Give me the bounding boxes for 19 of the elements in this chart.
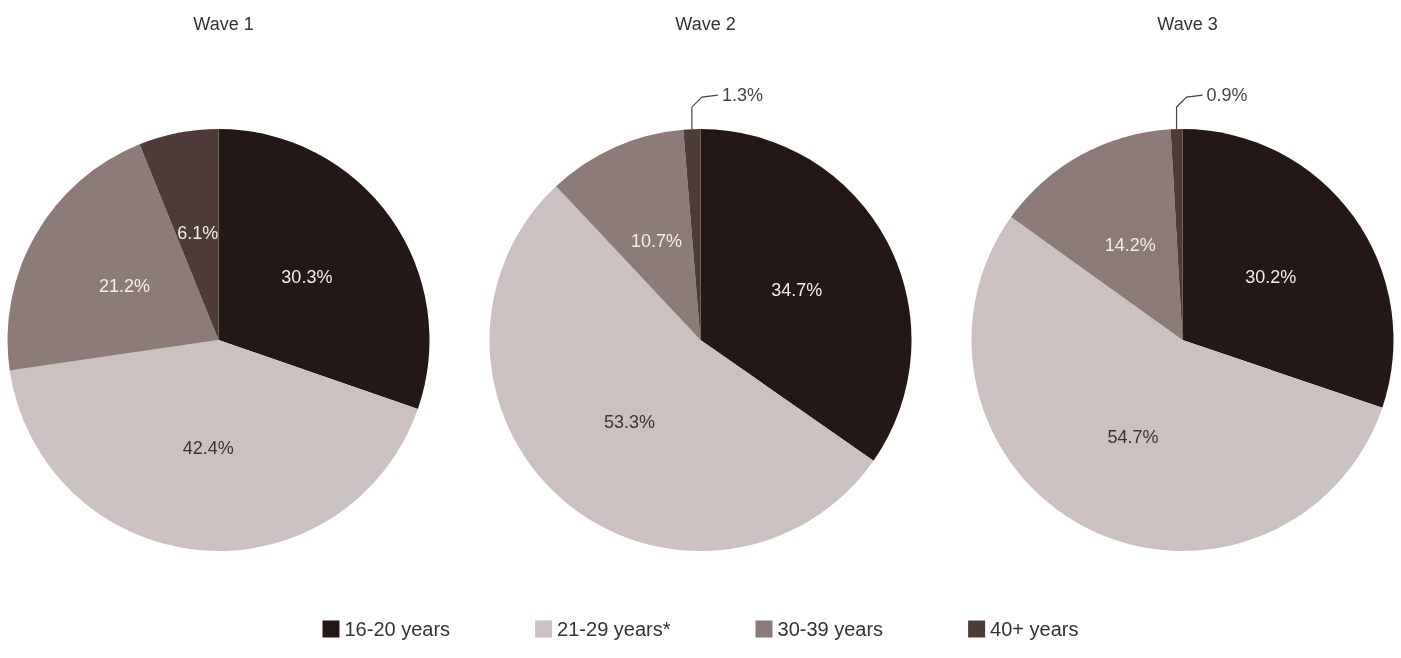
legend-label: 16-20 years [344, 618, 451, 640]
data-label: 10.7% [630, 230, 682, 251]
chart-title: Wave 2 [675, 14, 736, 34]
legend-label: 40+ years [990, 618, 1079, 640]
data-label: 34.7% [771, 279, 823, 300]
data-label: 53.3% [603, 412, 656, 433]
legend-label: 21-29 years* [557, 618, 671, 640]
chart-title: Wave 3 [1157, 14, 1218, 34]
data-label: 30.3% [281, 267, 333, 288]
data-label: 14.2% [1104, 234, 1156, 255]
data-label: 54.7% [1107, 426, 1159, 447]
data-label: 21.2% [98, 275, 150, 296]
data-label: 0.9% [1206, 85, 1248, 106]
data-label: 1.3% [721, 85, 763, 106]
data-label: 30.2% [1245, 266, 1297, 287]
data-label: 6.1% [177, 223, 219, 244]
data-label: 42.4% [182, 438, 234, 459]
chart-title: Wave 1 [193, 14, 254, 34]
legend-label: 30-39 years [777, 618, 884, 640]
